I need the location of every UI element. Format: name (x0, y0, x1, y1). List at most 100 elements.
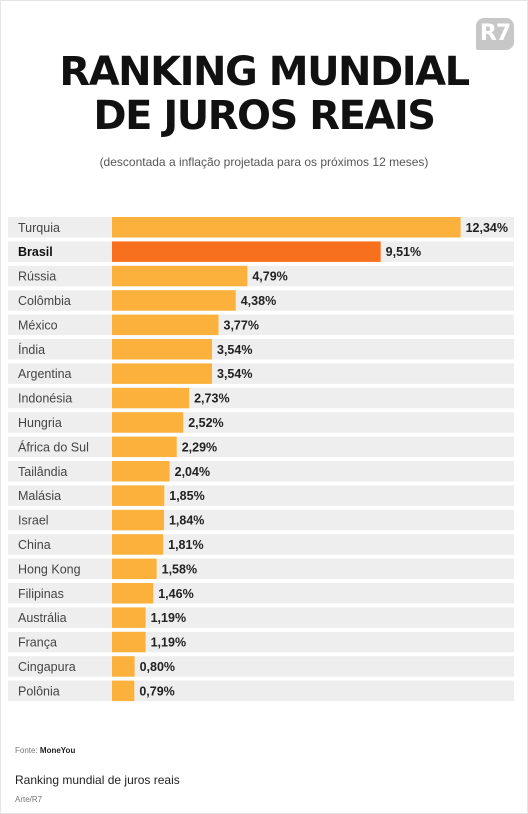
value-label: 2,52% (188, 416, 223, 430)
r7-logo: R7 (476, 18, 514, 50)
row-band (8, 339, 514, 360)
value-label: 0,79% (139, 684, 174, 698)
bar-row: Índia 3,54% (8, 339, 514, 360)
bar (112, 412, 184, 433)
bar (112, 607, 146, 628)
value-label: 1,58% (162, 562, 197, 576)
category-label: Rússia (18, 270, 56, 284)
row-band (8, 534, 514, 555)
bar-row: Hungria 2,52% (8, 412, 514, 433)
value-label: 3,54% (217, 367, 252, 381)
bar (112, 509, 164, 531)
value-label: 1,84% (169, 514, 204, 528)
row-band (8, 387, 514, 409)
bar-row: Filipinas 1,46% (8, 583, 514, 604)
category-label: França (18, 636, 57, 650)
bar-row: Austrália 1,19% (8, 607, 514, 628)
bar-row: Rússia 4,79% (8, 265, 514, 287)
category-label: Argentina (18, 367, 72, 381)
bar (112, 387, 190, 409)
bar-row: Brasil 9,51% (8, 241, 514, 262)
value-label: 1,85% (169, 489, 204, 503)
bar (112, 534, 164, 555)
bar (112, 265, 248, 287)
row-band (8, 558, 514, 580)
subtitle: (descontada a inflação projetada para os… (99, 155, 429, 169)
bar (112, 241, 381, 262)
category-label: Filipinas (18, 587, 64, 601)
category-label: Turquia (18, 221, 60, 235)
row-band (8, 363, 514, 384)
row-band (8, 680, 514, 702)
bar (112, 339, 213, 360)
bar (112, 436, 177, 458)
row-band (8, 656, 514, 677)
value-label: 3,77% (224, 318, 259, 332)
bar-row: França 1,19% (8, 631, 514, 653)
bar (112, 680, 135, 702)
value-label: 1,81% (168, 538, 203, 552)
caption: Ranking mundial de juros reais (15, 773, 180, 787)
bar (112, 558, 157, 580)
title-line-1: RANKING MUNDIAL (59, 49, 470, 95)
bar-row: México 3,77% (8, 314, 514, 336)
category-label: Hungria (18, 416, 62, 430)
value-label: 4,38% (241, 294, 276, 308)
bar-row: Israel 1,84% (8, 509, 514, 531)
bar-row: Polônia 0,79% (8, 680, 514, 702)
bar (112, 461, 170, 482)
row-band (8, 314, 514, 336)
bar (112, 656, 135, 677)
category-label: China (18, 538, 51, 552)
value-label: 1,19% (151, 636, 186, 650)
value-label: 1,19% (151, 611, 186, 625)
category-label: Israel (18, 514, 49, 528)
page-title: RANKING MUNDIAL DE JUROS REAIS (0, 50, 528, 138)
category-label: Cingapura (18, 660, 76, 674)
value-label: 0,80% (140, 660, 175, 674)
category-label: África do Sul (18, 439, 89, 454)
category-label: México (18, 318, 58, 332)
category-label: Colômbia (18, 294, 71, 308)
bar-row: China 1,81% (8, 534, 514, 555)
bar (112, 485, 165, 506)
bar (112, 363, 213, 384)
category-label: Hong Kong (18, 562, 81, 576)
category-label: Tailândia (18, 465, 67, 479)
bar-chart: Turquia 12,34% Brasil 9,51% Rússia 4,79% Colôm… (8, 217, 514, 702)
bar-row: Malásia 1,85% (8, 485, 514, 506)
value-label: 2,04% (175, 465, 210, 479)
row-band (8, 412, 514, 433)
source-name: MoneYou (39, 746, 76, 755)
bar (112, 290, 236, 311)
row-band (8, 509, 514, 531)
bar-row: Colômbia 4,38% (8, 290, 514, 311)
value-label: 3,54% (217, 343, 252, 357)
bar-row: Hong Kong 1,58% (8, 558, 514, 580)
category-label: Indonésia (18, 392, 72, 406)
value-label: 1,46% (158, 587, 193, 601)
source-label: Fonte: (15, 746, 38, 755)
category-label: Brasil (18, 245, 53, 259)
row-band (8, 583, 514, 604)
category-label: Índia (18, 342, 45, 357)
row-band (8, 485, 514, 506)
bar-row: Tailândia 2,04% (8, 461, 514, 482)
row-band (8, 607, 514, 628)
value-label: 12,34% (466, 221, 508, 235)
row-band (8, 631, 514, 653)
bar-row: África do Sul 2,29% (8, 436, 514, 458)
value-label: 4,79% (252, 270, 287, 284)
value-label: 2,73% (194, 392, 229, 406)
category-label: Austrália (18, 611, 67, 625)
bar-row: Cingapura 0,80% (8, 656, 514, 677)
value-label: 2,29% (182, 440, 217, 454)
category-label: Malásia (18, 489, 61, 503)
bar (112, 631, 146, 653)
bar-row: Turquia 12,34% (8, 217, 514, 238)
title-line-2: DE JUROS REAIS (93, 93, 436, 139)
bar-row: Indonésia 2,73% (8, 387, 514, 409)
category-label: Polônia (18, 684, 60, 698)
credit: Arte/R7 (15, 795, 43, 804)
bar (112, 314, 219, 336)
